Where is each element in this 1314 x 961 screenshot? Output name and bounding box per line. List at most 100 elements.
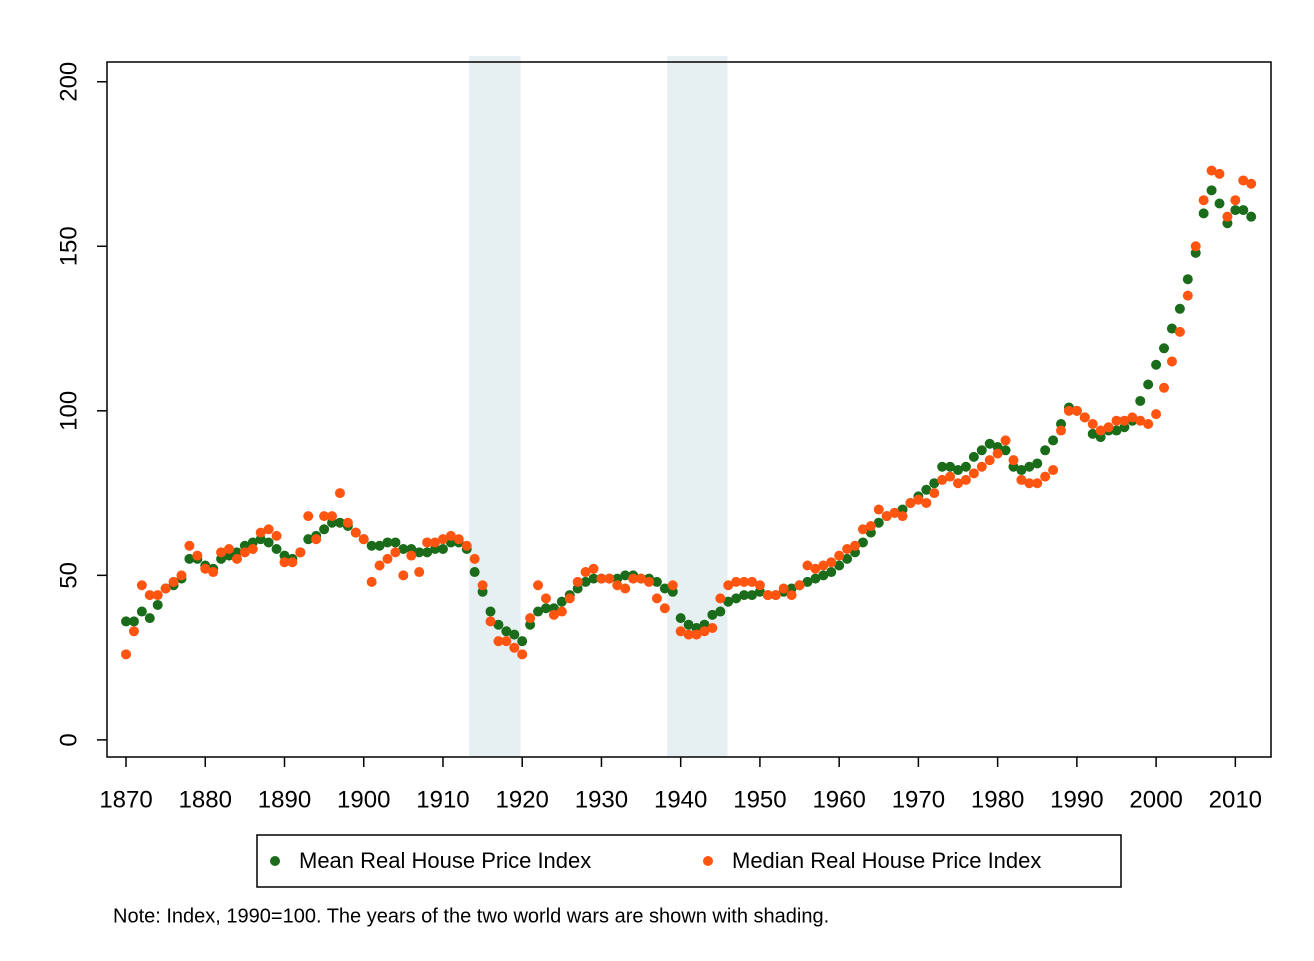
x-tick-label: 1870 bbox=[99, 786, 152, 813]
data-point bbox=[960, 461, 971, 472]
data-point bbox=[192, 550, 203, 561]
data-point bbox=[224, 544, 235, 555]
data-point bbox=[1143, 379, 1154, 390]
data-point bbox=[976, 461, 987, 472]
data-point bbox=[1151, 359, 1162, 370]
legend-marker bbox=[270, 856, 280, 866]
data-point bbox=[271, 530, 282, 541]
data-point bbox=[1159, 382, 1170, 393]
data-point bbox=[723, 580, 734, 591]
data-point bbox=[556, 596, 567, 607]
data-point bbox=[976, 445, 987, 456]
data-point bbox=[485, 616, 496, 627]
data-point bbox=[905, 497, 916, 508]
data-point bbox=[842, 553, 853, 564]
data-point bbox=[501, 626, 512, 637]
data-point bbox=[517, 636, 528, 647]
data-point bbox=[588, 573, 599, 584]
y-tick-label: 150 bbox=[55, 226, 82, 266]
data-point bbox=[327, 511, 338, 522]
data-point bbox=[960, 474, 971, 485]
data-point bbox=[1182, 274, 1193, 285]
shaded-period bbox=[667, 56, 728, 757]
data-point bbox=[295, 547, 306, 558]
data-point bbox=[723, 596, 734, 607]
x-tick-label: 1960 bbox=[812, 786, 865, 813]
plot-frame bbox=[106, 61, 1272, 758]
data-point bbox=[1024, 478, 1035, 489]
data-point bbox=[1214, 198, 1225, 209]
data-point bbox=[968, 451, 979, 462]
data-point bbox=[651, 593, 662, 604]
data-point bbox=[1103, 422, 1114, 433]
data-point bbox=[802, 560, 813, 571]
data-point bbox=[469, 553, 480, 564]
data-point bbox=[208, 567, 219, 578]
data-point bbox=[509, 642, 520, 653]
data-point bbox=[1000, 435, 1011, 446]
data-point bbox=[263, 524, 274, 535]
data-point bbox=[746, 590, 757, 601]
data-point bbox=[580, 576, 591, 587]
x-tick-label: 1940 bbox=[654, 786, 707, 813]
data-point bbox=[121, 649, 132, 660]
data-point bbox=[1246, 178, 1257, 189]
data-point bbox=[493, 619, 504, 630]
data-point bbox=[770, 590, 781, 601]
data-point bbox=[121, 616, 132, 627]
data-point bbox=[437, 534, 448, 545]
data-point bbox=[659, 583, 670, 594]
data-point bbox=[398, 544, 409, 555]
data-point bbox=[1198, 208, 1209, 219]
data-point bbox=[834, 550, 845, 561]
data-point bbox=[937, 474, 948, 485]
data-point bbox=[406, 550, 417, 561]
data-point bbox=[1016, 474, 1027, 485]
data-point bbox=[414, 547, 425, 558]
data-point bbox=[366, 540, 377, 551]
data-point bbox=[477, 580, 488, 591]
data-point bbox=[390, 547, 401, 558]
data-point bbox=[1166, 323, 1177, 334]
data-point bbox=[1182, 290, 1193, 301]
x-tick-label: 1880 bbox=[179, 786, 232, 813]
chart-note: Note: Index, 1990=100. The years of the … bbox=[113, 905, 829, 927]
legend-label: Mean Real House Price Index bbox=[299, 848, 591, 873]
data-point bbox=[651, 576, 662, 587]
data-point bbox=[1048, 435, 1059, 446]
x-tick-label: 1890 bbox=[258, 786, 311, 813]
data-point bbox=[430, 537, 441, 548]
data-point bbox=[374, 560, 385, 571]
data-point bbox=[596, 573, 607, 584]
data-point bbox=[921, 497, 932, 508]
data-point bbox=[1166, 356, 1177, 367]
data-point bbox=[311, 534, 322, 545]
data-point bbox=[881, 511, 892, 522]
data-point bbox=[366, 576, 377, 587]
data-point bbox=[572, 576, 583, 587]
data-point bbox=[818, 570, 829, 581]
data-point bbox=[850, 540, 861, 551]
y-tick-label: 0 bbox=[55, 733, 82, 746]
data-point bbox=[152, 590, 163, 601]
data-point bbox=[897, 511, 908, 522]
x-tick-label: 2010 bbox=[1209, 786, 1262, 813]
data-point bbox=[493, 636, 504, 647]
data-point bbox=[144, 590, 155, 601]
data-point bbox=[1246, 211, 1257, 222]
data-point bbox=[826, 557, 837, 568]
data-point bbox=[929, 478, 940, 489]
data-point bbox=[921, 484, 932, 495]
data-point bbox=[255, 527, 266, 538]
x-tick-label: 1920 bbox=[496, 786, 549, 813]
data-point bbox=[1238, 205, 1249, 216]
data-point bbox=[1159, 343, 1170, 354]
data-point bbox=[937, 461, 948, 472]
data-point bbox=[437, 544, 448, 555]
data-point bbox=[818, 560, 829, 571]
data-point bbox=[945, 461, 956, 472]
data-point bbox=[1230, 205, 1241, 216]
data-point bbox=[160, 583, 171, 594]
x-tick-label: 1910 bbox=[416, 786, 469, 813]
data-point bbox=[580, 567, 591, 578]
